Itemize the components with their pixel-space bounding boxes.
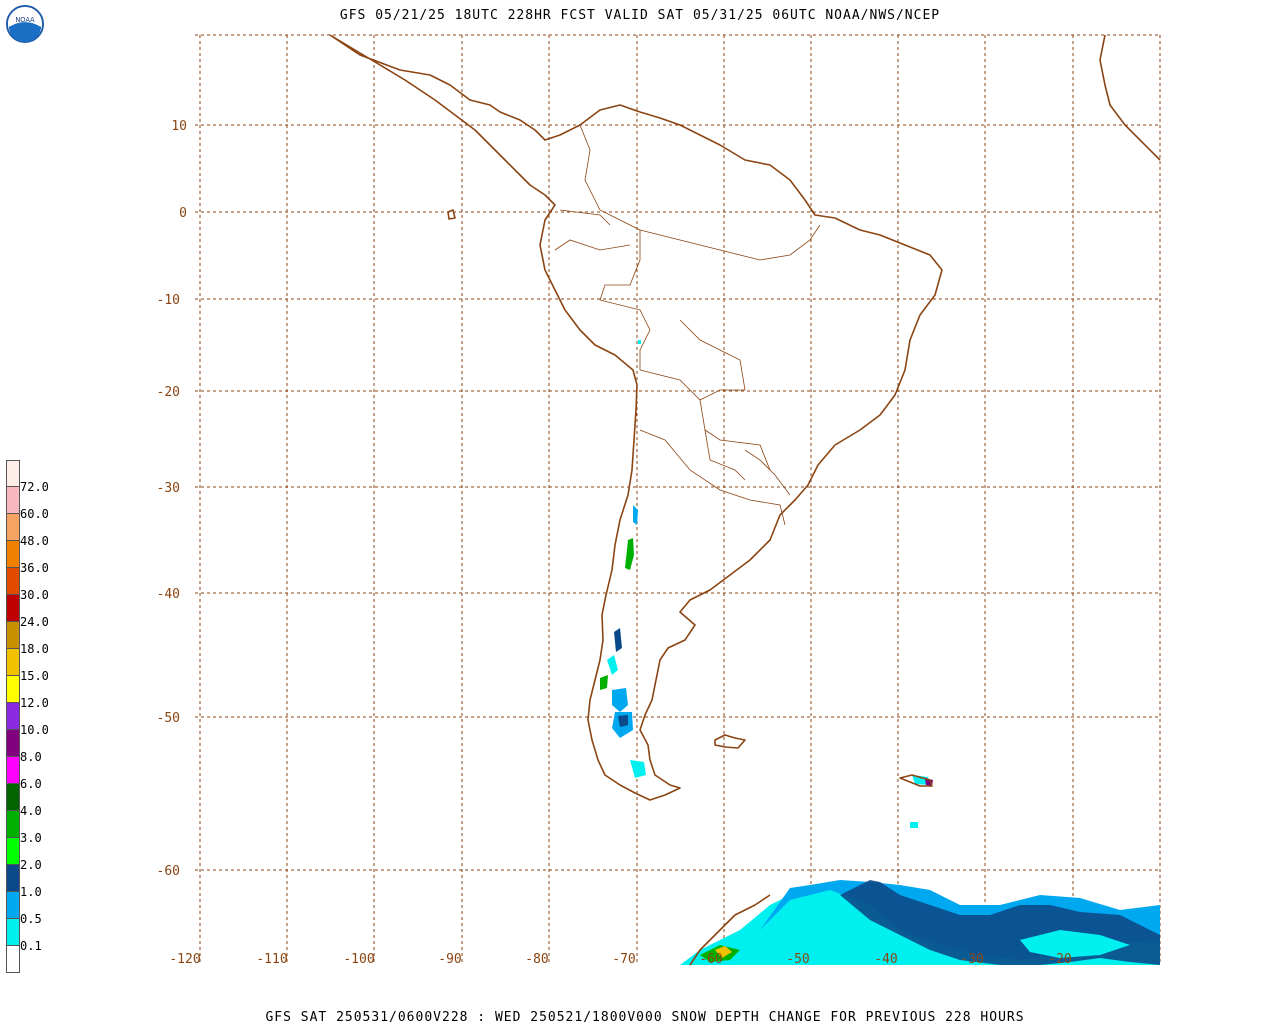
legend-label: 24.0 <box>20 615 49 629</box>
land-outlines <box>329 34 1161 966</box>
svg-text:-30: -30 <box>960 952 983 967</box>
legend-swatch <box>6 648 20 675</box>
legend-swatch <box>6 837 20 864</box>
legend-label: 0.5 <box>20 912 42 926</box>
legend-label: 36.0 <box>20 561 49 575</box>
color-legend <box>6 460 20 973</box>
legend-label: 2.0 <box>20 858 42 872</box>
legend-swatch <box>6 540 20 567</box>
south-america-coast <box>329 34 943 801</box>
svg-text:-10: -10 <box>157 293 180 308</box>
legend-label: 3.0 <box>20 831 42 845</box>
legend-label: 60.0 <box>20 507 49 521</box>
svg-text:-60: -60 <box>157 864 180 879</box>
map-footer: GFS SAT 250531/0600V228 : WED 250521/180… <box>265 1010 1025 1025</box>
legend-swatch <box>6 621 20 648</box>
svg-text:-80: -80 <box>525 952 548 967</box>
svg-text:NOAA: NOAA <box>15 16 35 24</box>
legend-label: 18.0 <box>20 642 49 656</box>
legend-swatch <box>6 729 20 756</box>
svg-text:-70: -70 <box>612 952 635 967</box>
legend-swatch <box>6 594 20 621</box>
svg-text:-20: -20 <box>157 385 180 400</box>
legend-label: 10.0 <box>20 723 49 737</box>
svg-text:-120: -120 <box>169 952 200 967</box>
svg-text:0: 0 <box>179 206 187 221</box>
legend-swatch <box>6 918 20 945</box>
legend-swatch <box>6 513 20 540</box>
legend-swatch <box>6 567 20 594</box>
legend-label: 8.0 <box>20 750 42 764</box>
legend-label: 6.0 <box>20 777 42 791</box>
svg-text:-40: -40 <box>874 952 897 967</box>
legend-label: 1.0 <box>20 885 42 899</box>
svg-text:-40: -40 <box>157 587 180 602</box>
snow-shading-andes <box>600 340 933 828</box>
svg-text:10: 10 <box>171 119 187 134</box>
legend-swatch <box>6 891 20 918</box>
legend-swatch <box>6 675 20 702</box>
svg-text:-60: -60 <box>699 952 722 967</box>
snow-shading-antarctic <box>680 880 1160 965</box>
grid <box>195 34 1161 965</box>
map-title: GFS 05/21/25 18UTC 228HR FCST VALID SAT … <box>339 8 941 23</box>
longitude-labels: -120 -110 -100 -90 -80 -70 -60 -50 -40 -… <box>169 952 1071 967</box>
africa-coast <box>1099 34 1161 161</box>
svg-text:-100: -100 <box>343 952 374 967</box>
legend-label: 72.0 <box>20 480 49 494</box>
legend-swatch <box>6 945 20 973</box>
latitude-labels: 10 0 -10 -20 -30 -40 -50 -60 <box>157 119 187 879</box>
legend-label: 12.0 <box>20 696 49 710</box>
legend-swatch <box>6 810 20 837</box>
svg-text:-50: -50 <box>157 711 180 726</box>
noaa-logo: NOAA <box>6 5 44 43</box>
svg-text:-20: -20 <box>1048 952 1071 967</box>
galapagos <box>447 209 456 220</box>
legend-label: 15.0 <box>20 669 49 683</box>
south-georgia <box>899 774 933 787</box>
legend-swatch <box>6 702 20 729</box>
svg-text:-50: -50 <box>786 952 809 967</box>
legend-swatch <box>6 756 20 783</box>
legend-label: 0.1 <box>20 939 42 953</box>
legend-swatch <box>6 783 20 810</box>
antarctic-peninsula <box>689 894 771 966</box>
svg-text:-90: -90 <box>438 952 461 967</box>
legend-swatch <box>6 460 20 486</box>
svg-text:-30: -30 <box>157 481 180 496</box>
country-borders <box>554 124 821 526</box>
falkland-islands <box>714 734 746 749</box>
legend-label: 48.0 <box>20 534 49 548</box>
legend-swatch <box>6 864 20 891</box>
legend-swatch <box>6 486 20 513</box>
legend-label: 30.0 <box>20 588 49 602</box>
svg-text:-110: -110 <box>256 952 287 967</box>
legend-label: 4.0 <box>20 804 42 818</box>
